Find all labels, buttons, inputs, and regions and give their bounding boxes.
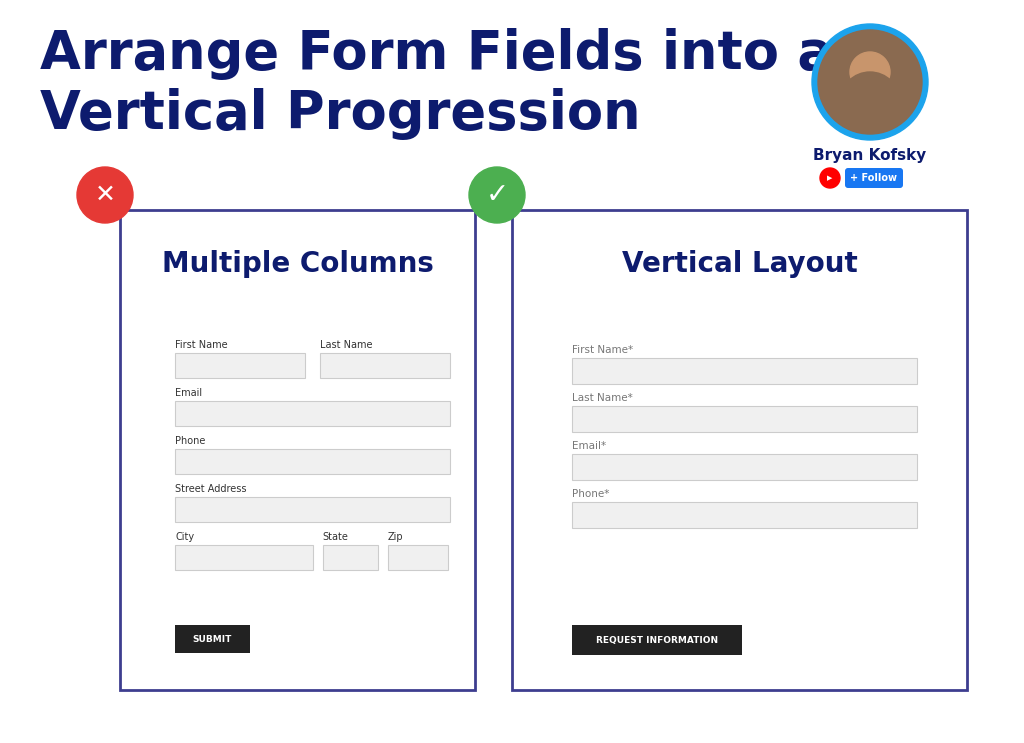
Circle shape bbox=[818, 30, 922, 134]
Text: First Name*: First Name* bbox=[572, 345, 633, 355]
Bar bbox=[175, 545, 312, 570]
Bar bbox=[175, 401, 450, 426]
Text: Last Name*: Last Name* bbox=[572, 393, 633, 403]
Text: Zip: Zip bbox=[387, 532, 403, 542]
Bar bbox=[120, 210, 475, 690]
Bar bbox=[175, 497, 450, 522]
Bar bbox=[572, 406, 918, 432]
Bar bbox=[323, 545, 378, 570]
Text: Bryan Kofsky: Bryan Kofsky bbox=[813, 148, 927, 163]
FancyBboxPatch shape bbox=[845, 168, 903, 188]
Bar bbox=[175, 353, 305, 378]
Text: City: City bbox=[175, 532, 195, 542]
Circle shape bbox=[840, 72, 900, 132]
Bar bbox=[572, 454, 918, 480]
Text: Vertical Layout: Vertical Layout bbox=[622, 250, 857, 278]
Text: SUBMIT: SUBMIT bbox=[193, 635, 232, 643]
Text: Email*: Email* bbox=[572, 441, 606, 451]
Text: Last Name: Last Name bbox=[319, 340, 373, 350]
Text: ✕: ✕ bbox=[94, 183, 116, 207]
Text: First Name: First Name bbox=[175, 340, 227, 350]
Bar bbox=[175, 449, 450, 474]
Circle shape bbox=[820, 168, 840, 188]
Text: Phone: Phone bbox=[175, 436, 206, 446]
Text: Multiple Columns: Multiple Columns bbox=[162, 250, 433, 278]
Text: Arrange Form Fields into a: Arrange Form Fields into a bbox=[40, 28, 833, 80]
Bar bbox=[572, 625, 742, 655]
Bar bbox=[319, 353, 450, 378]
Text: Phone*: Phone* bbox=[572, 489, 609, 499]
Circle shape bbox=[469, 167, 525, 223]
Text: Vertical Progression: Vertical Progression bbox=[40, 88, 641, 140]
Text: Email: Email bbox=[175, 388, 202, 398]
Bar bbox=[572, 502, 918, 528]
Circle shape bbox=[77, 167, 133, 223]
Bar bbox=[572, 358, 918, 384]
Circle shape bbox=[850, 52, 890, 92]
Bar bbox=[387, 545, 449, 570]
Text: + Follow: + Follow bbox=[851, 173, 897, 183]
Bar bbox=[175, 625, 250, 653]
Text: ▶: ▶ bbox=[827, 175, 833, 181]
Text: State: State bbox=[323, 532, 348, 542]
Text: REQUEST INFORMATION: REQUEST INFORMATION bbox=[596, 635, 718, 644]
Text: Street Address: Street Address bbox=[175, 484, 247, 494]
Circle shape bbox=[812, 24, 928, 140]
Bar bbox=[512, 210, 967, 690]
Text: ✓: ✓ bbox=[485, 181, 509, 209]
